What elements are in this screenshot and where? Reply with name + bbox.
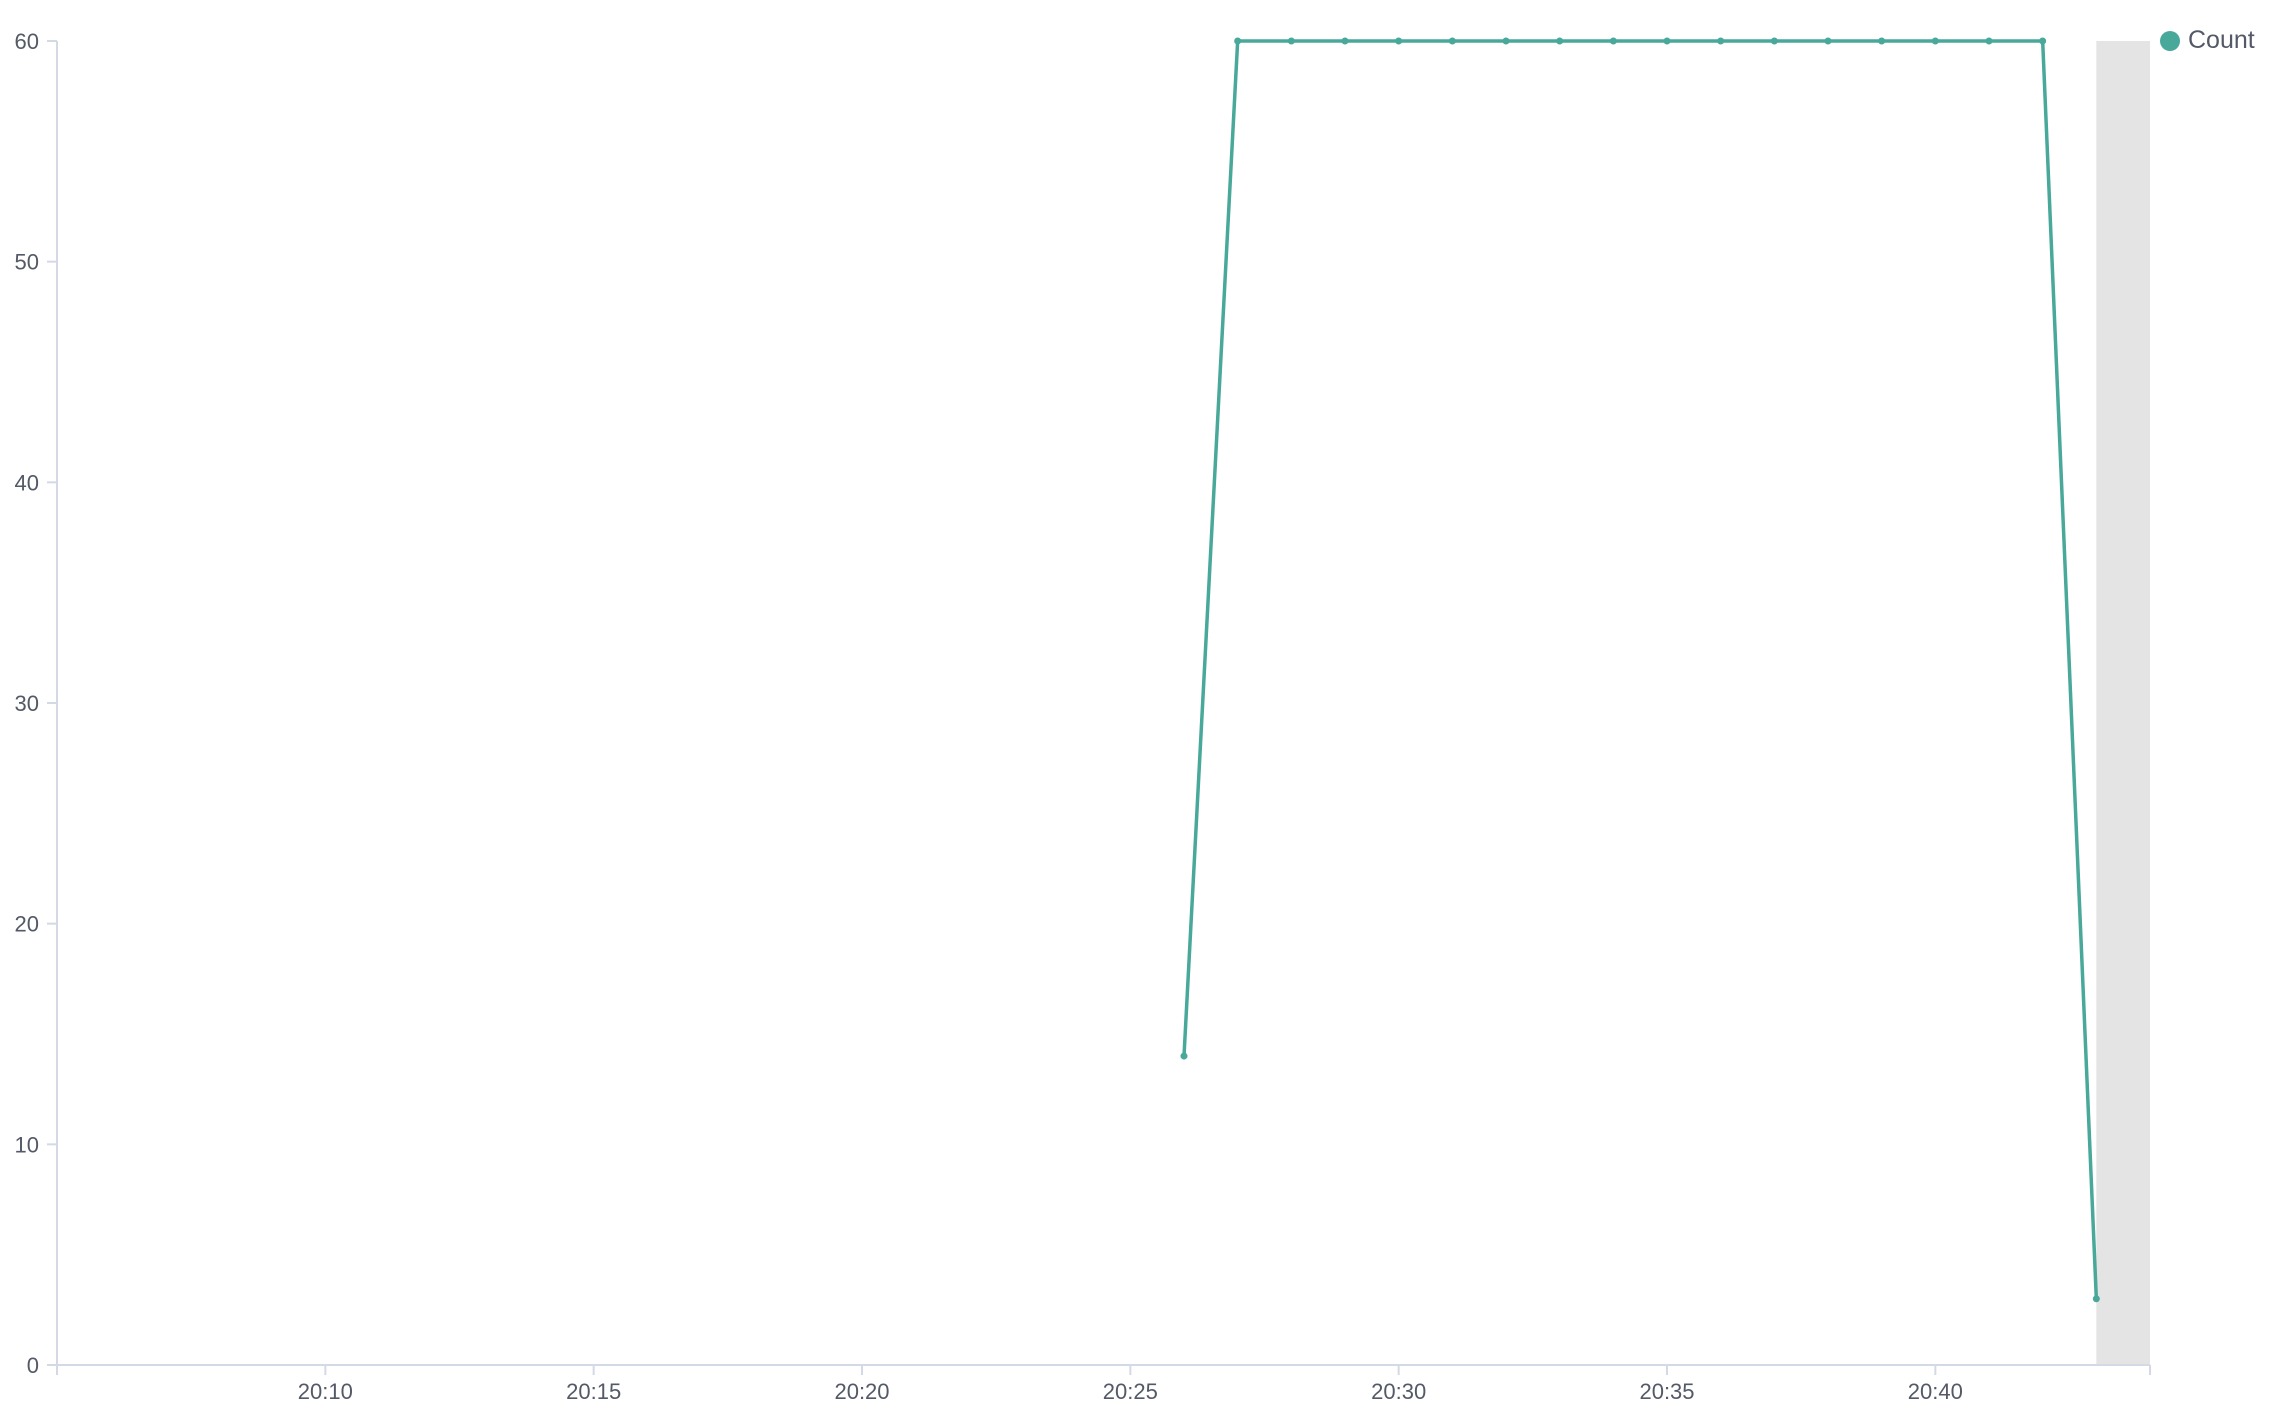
data-point[interactable] [1287, 37, 1295, 45]
data-point[interactable] [1878, 37, 1886, 45]
y-tick-label: 20 [15, 912, 39, 937]
x-tick-label: 20:15 [566, 1379, 621, 1404]
x-tick-label: 20:10 [298, 1379, 353, 1404]
data-point[interactable] [1556, 37, 1564, 45]
data-point[interactable] [1663, 37, 1671, 45]
y-tick-label: 0 [27, 1353, 39, 1378]
x-tick-label: 20:25 [1103, 1379, 1158, 1404]
data-point[interactable] [1180, 1052, 1188, 1060]
x-tick-label: 20:35 [1639, 1379, 1694, 1404]
axes: 0 10 20 30 40 50 60 20:10 20:15 20:20 20:25 20:30 20… [15, 29, 2151, 1404]
series-layer [1180, 37, 2100, 1303]
x-tick-label: 20:20 [834, 1379, 889, 1404]
data-point[interactable] [1824, 37, 1832, 45]
y-tick-label: 30 [15, 691, 39, 716]
data-point[interactable] [1341, 37, 1349, 45]
legend-swatch-count [2160, 30, 2180, 51]
legend-label-count: Count [2188, 26, 2255, 54]
y-tick-label: 40 [15, 470, 39, 495]
current-bucket-shading [2096, 41, 2150, 1365]
data-point[interactable] [1395, 37, 1403, 45]
data-point[interactable] [1502, 37, 1510, 45]
data-point[interactable] [2092, 1295, 2100, 1303]
data-point[interactable] [1770, 37, 1778, 45]
y-tick-label: 60 [15, 29, 39, 54]
x-tick-label: 20:30 [1371, 1379, 1426, 1404]
data-point[interactable] [1234, 37, 1242, 45]
series-line-count [1182, 39, 2099, 1299]
data-point[interactable] [1985, 37, 1993, 45]
shaded-region [2096, 41, 2150, 1365]
data-point[interactable] [1717, 37, 1725, 45]
y-tick-label: 10 [15, 1132, 39, 1157]
x-tick-label: 20:40 [1908, 1379, 1963, 1404]
data-point[interactable] [2039, 37, 2047, 45]
y-tick-label: 50 [15, 250, 39, 275]
data-point[interactable] [1931, 37, 1939, 45]
legend[interactable]: Count [2160, 26, 2255, 55]
data-point[interactable] [1609, 37, 1617, 45]
data-point[interactable] [1448, 37, 1456, 45]
